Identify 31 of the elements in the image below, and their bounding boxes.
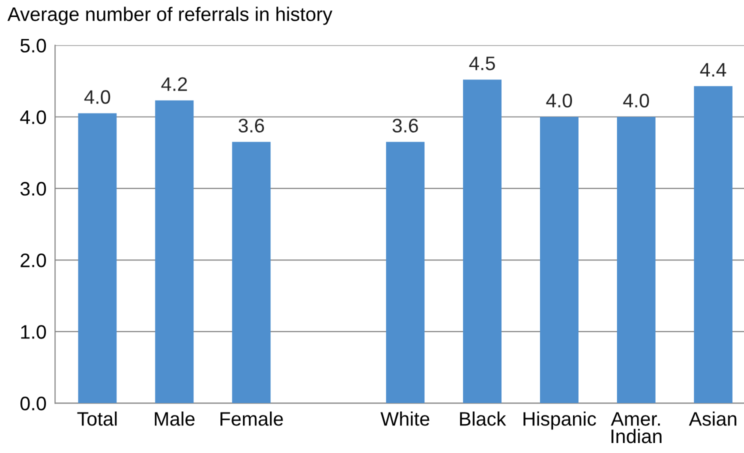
x-tick-label: Amer. Indian (610, 412, 662, 444)
data-label: 4.0 (84, 90, 110, 104)
y-tick-label: 0.0 (20, 396, 46, 410)
bar (78, 113, 117, 404)
bar (463, 80, 502, 404)
data-label: 4.5 (469, 56, 495, 70)
bar (616, 116, 656, 404)
data-label: 4.0 (623, 94, 649, 108)
bar (232, 142, 271, 404)
y-tick-label: 3.0 (20, 182, 46, 196)
x-tick-label: Hispanic (524, 412, 596, 430)
y-tick-label: 2.0 (20, 253, 46, 268)
x-tick-label: Female (220, 412, 283, 426)
bar (540, 116, 578, 404)
x-tick-label: White (380, 412, 430, 426)
bar (155, 100, 194, 404)
data-label: 4.4 (700, 63, 726, 77)
y-tick-label: 4.0 (20, 110, 46, 124)
x-tick-label: Asian (688, 412, 736, 426)
x-tick-label: Total (77, 412, 117, 426)
y-axis-title: Average number of referrals in history (7, 6, 332, 25)
bar (386, 142, 425, 404)
data-label: 3.6 (392, 118, 418, 133)
y-tick-label: 5.0 (20, 38, 46, 53)
x-tick-label: Male (154, 412, 195, 426)
data-label: 4.2 (161, 77, 187, 91)
bar (694, 86, 732, 404)
data-label: 3.6 (238, 118, 264, 133)
y-tick-label: 1.0 (21, 325, 46, 339)
data-label: 4.0 (546, 94, 572, 108)
x-tick-label: Black (460, 412, 506, 426)
